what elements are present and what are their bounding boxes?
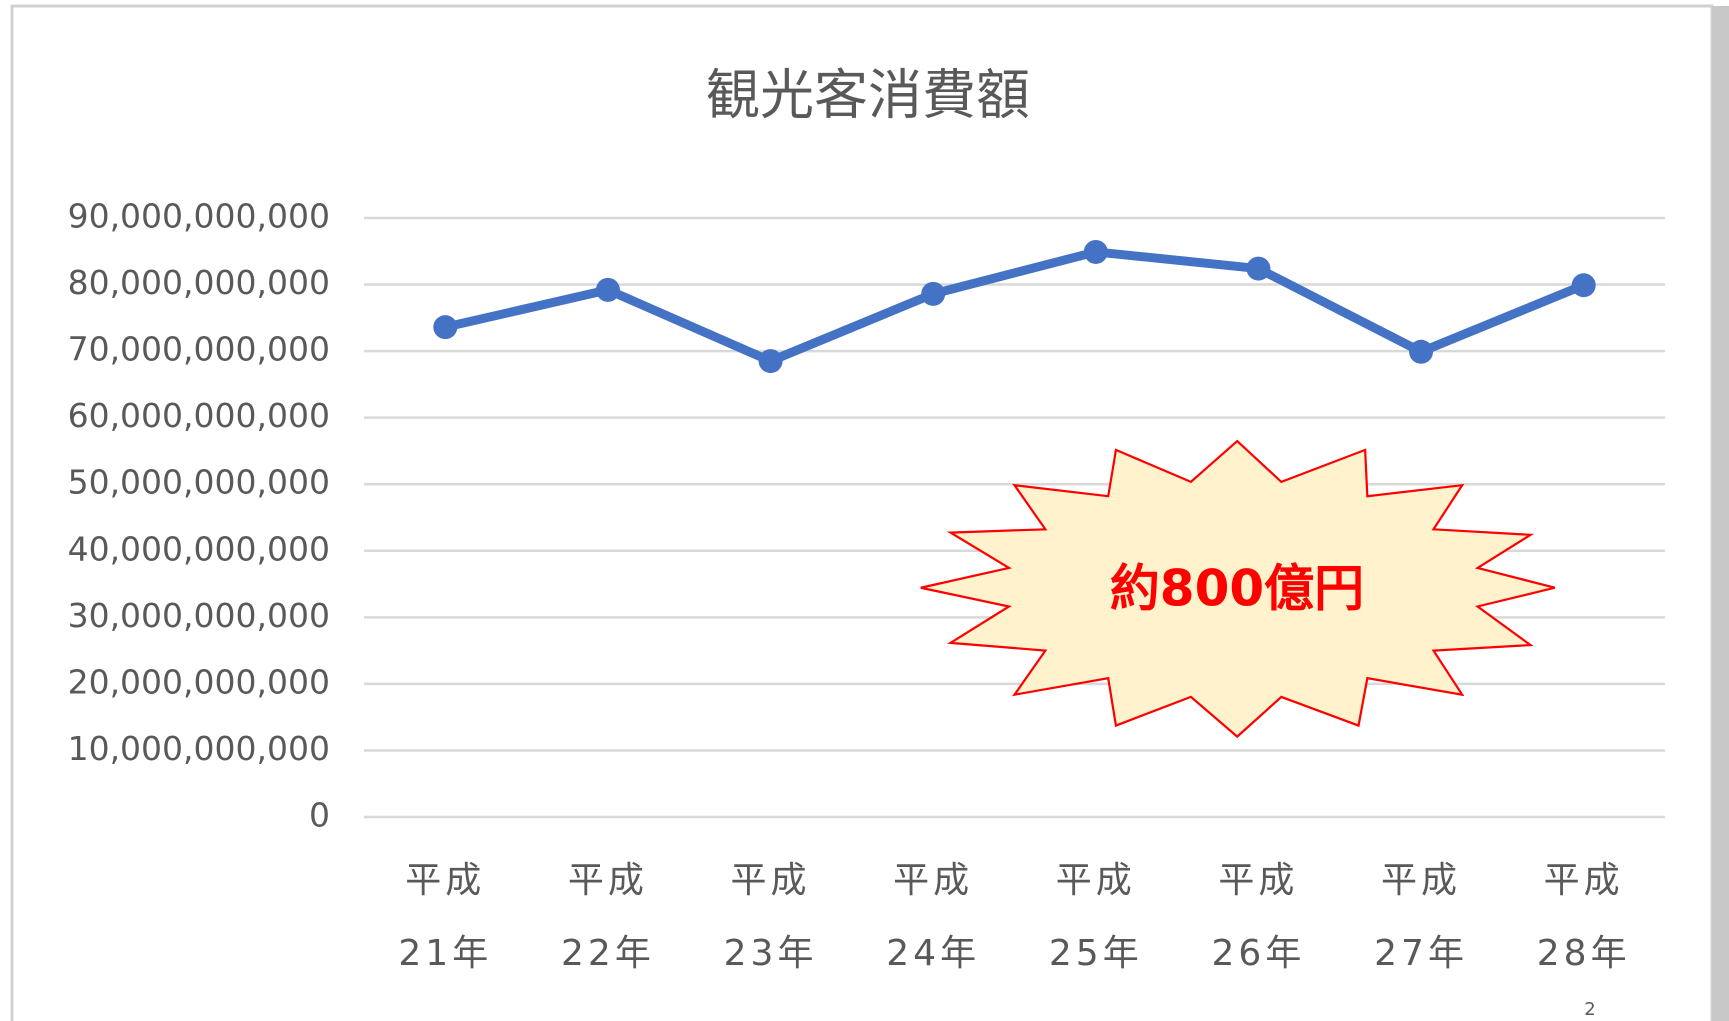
y-tick-label: 80,000,000,000 <box>68 263 330 302</box>
y-tick-label: 20,000,000,000 <box>68 662 330 701</box>
annotation: 約800億円 <box>1110 560 1364 618</box>
x-tick-label: 平成 28年 <box>1537 860 1631 974</box>
y-tick-label: 60,000,000,000 <box>68 396 330 435</box>
y-tick-label: 90,000,000,000 <box>68 197 330 236</box>
data-point <box>758 349 783 374</box>
y-tick-label: 70,000,000,000 <box>68 330 330 369</box>
series-line <box>444 247 1586 366</box>
data-point <box>1409 339 1434 364</box>
data-point <box>595 277 620 302</box>
data-point <box>1571 273 1596 298</box>
chart-title: 観光客消費額 <box>706 64 1030 127</box>
x-tick-label: 平成 27年 <box>1374 860 1468 974</box>
x-tick-label: 平成 23年 <box>724 860 818 974</box>
y-tick-label: 30,000,000,000 <box>68 596 330 635</box>
data-point <box>921 281 946 306</box>
x-tick-label: 平成 24年 <box>886 860 980 974</box>
starburst <box>920 439 1556 739</box>
data-point <box>433 315 458 340</box>
x-tick-label: 平成 21年 <box>398 860 492 974</box>
data-point <box>1246 256 1271 281</box>
y-tick-label: 10,000,000,000 <box>68 729 330 768</box>
frame-shadow <box>1712 6 1729 1021</box>
y-tick-label: 50,000,000,000 <box>68 463 330 502</box>
y-tick-label: 0 <box>309 796 330 835</box>
page-number: 2 <box>1584 999 1595 1020</box>
y-tick-label: 40,000,000,000 <box>68 529 330 568</box>
data-point <box>1083 239 1108 264</box>
x-tick-label: 平成 26年 <box>1212 860 1306 974</box>
x-tick-label: 平成 22年 <box>561 860 655 974</box>
x-tick-label: 平成 25年 <box>1049 860 1143 974</box>
